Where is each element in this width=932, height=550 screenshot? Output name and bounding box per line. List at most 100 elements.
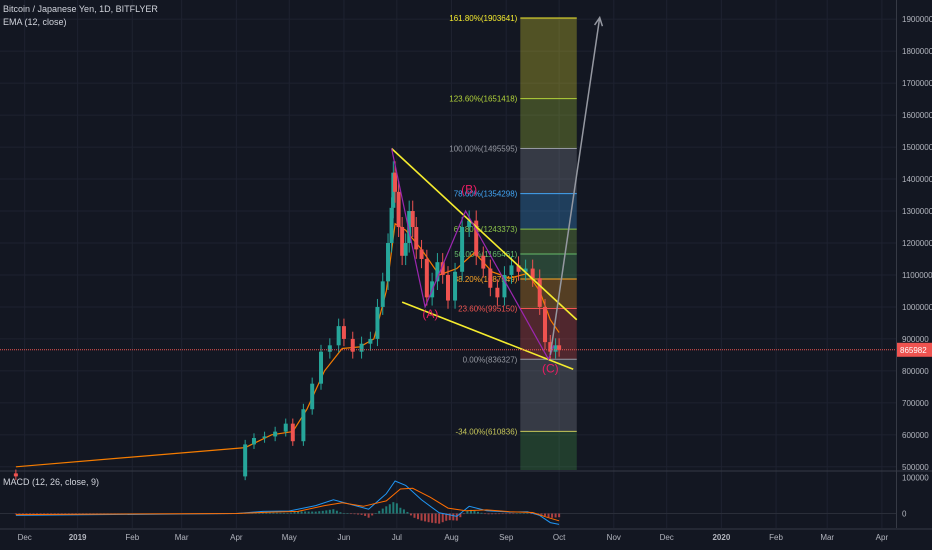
macd-indicator-label: MACD (12, 26, close, 9) <box>3 477 100 487</box>
time-axis-label: Apr <box>876 533 889 542</box>
trendline <box>401 301 574 371</box>
macd-histogram-bar <box>484 513 487 515</box>
time-axis-label: Apr <box>230 533 243 542</box>
price-axis-label: 1300000 <box>902 207 932 216</box>
fib-level-label: 100.00%(1495595) <box>449 144 517 153</box>
macd-histogram-bar <box>272 512 275 514</box>
candle <box>410 211 415 228</box>
macd-histogram-bar <box>18 513 21 515</box>
fib-level-label: -34.00%(610836) <box>455 427 517 436</box>
macd-axis-label: 0 <box>902 510 907 519</box>
price-axis-label: 1800000 <box>902 47 932 56</box>
fib-level-label: 23.60%(995150) <box>458 304 517 313</box>
macd-histogram-bar <box>381 508 384 514</box>
macd-histogram-bar <box>268 512 271 514</box>
candle <box>403 242 408 256</box>
price-axis-label: 1000000 <box>902 303 932 312</box>
macd-histogram-bar <box>349 513 352 515</box>
price-axis-label: 1200000 <box>902 239 932 248</box>
macd-histogram-bar <box>293 512 296 514</box>
macd-histogram-bar <box>357 513 360 515</box>
fib-zone-band <box>520 254 577 279</box>
macd-histogram-bar <box>364 513 367 516</box>
macd-histogram-bar <box>346 513 349 515</box>
macd-histogram-bar <box>434 513 437 524</box>
macd-histogram-bar <box>325 510 328 514</box>
wave-label: (C) <box>542 361 559 375</box>
macd-histogram-bar <box>318 511 321 514</box>
macd-histogram-bar <box>385 506 388 514</box>
price-axis-label: 1600000 <box>902 111 932 120</box>
time-axis-label: Oct <box>553 533 566 542</box>
macd-histogram-bar <box>399 507 402 514</box>
price-axis-label: 800000 <box>902 367 929 376</box>
candle <box>537 278 542 307</box>
candle <box>453 271 458 301</box>
macd-histogram-bar <box>395 503 398 514</box>
macd-histogram-bar <box>282 512 285 514</box>
candle <box>495 287 500 298</box>
time-axis-label: Feb <box>125 533 139 542</box>
candle <box>516 265 521 272</box>
time-axis-label: May <box>282 533 297 542</box>
candle <box>375 306 380 339</box>
candle <box>440 262 445 275</box>
macd-histogram-bar <box>540 513 543 515</box>
candle <box>548 342 553 352</box>
macd-histogram-bar <box>60 513 63 515</box>
candle <box>509 265 514 275</box>
candle <box>419 249 424 259</box>
time-axis-label: 2019 <box>69 533 87 542</box>
time-axis-label: Dec <box>18 533 32 542</box>
macd-histogram-bar <box>462 513 465 515</box>
candle <box>389 207 394 243</box>
wave-label: (A) <box>422 307 438 321</box>
ema-indicator-label: EMA (12, close) <box>3 17 67 27</box>
macd-histogram-bar <box>431 513 434 523</box>
macd-histogram-bar <box>374 513 377 514</box>
macd-histogram-bar <box>328 509 331 514</box>
macd-histogram-bar <box>469 509 472 514</box>
macd-histogram-bar <box>515 513 518 515</box>
macd-histogram-bar <box>321 510 324 514</box>
macd-histogram-bar <box>452 513 455 521</box>
macd-histogram-bar <box>402 509 405 514</box>
macd-histogram-bar <box>39 513 42 515</box>
candle <box>380 281 385 307</box>
candle <box>400 227 405 256</box>
macd-histogram-bar <box>455 513 458 521</box>
last-price-badge <box>897 342 932 357</box>
candle <box>327 345 332 352</box>
fib-level-label: 50.00%(1165461) <box>454 250 517 259</box>
fib-level-label: 161.80%(1903641) <box>449 14 517 23</box>
fib-zone-band <box>520 193 577 230</box>
fib-zone-band <box>520 359 577 432</box>
candle <box>396 191 401 228</box>
macd-histogram-bar <box>417 513 420 520</box>
candle <box>414 227 419 250</box>
macd-histogram-bar <box>32 513 35 515</box>
time-axis-label: Jul <box>392 533 402 542</box>
macd-histogram-bar <box>498 513 501 515</box>
macd-histogram-bar <box>53 513 56 515</box>
fib-zone-band <box>520 18 577 99</box>
price-axis-label: 1700000 <box>902 79 932 88</box>
macd-histogram-bar <box>392 502 395 514</box>
price-axis-label: 1900000 <box>902 15 932 24</box>
macd-histogram-bar <box>21 513 24 515</box>
macd-histogram-bar <box>413 513 416 518</box>
candle <box>368 338 373 344</box>
price-axis-label: 500000 <box>902 463 929 472</box>
macd-histogram-bar <box>57 513 60 515</box>
candle <box>543 306 548 343</box>
macd-histogram-bar <box>441 513 444 523</box>
macd-histogram-bar <box>459 513 462 518</box>
macd-histogram-bar <box>480 512 483 514</box>
fib-level-label: 61.80%(1243373) <box>454 225 518 234</box>
time-axis-label: Mar <box>820 533 834 542</box>
candle <box>502 274 507 298</box>
macd-histogram-bar <box>487 513 490 515</box>
trendline <box>391 147 578 321</box>
symbol-title: Bitcoin / Japanese Yen, 1D, BITFLYER <box>3 4 158 14</box>
